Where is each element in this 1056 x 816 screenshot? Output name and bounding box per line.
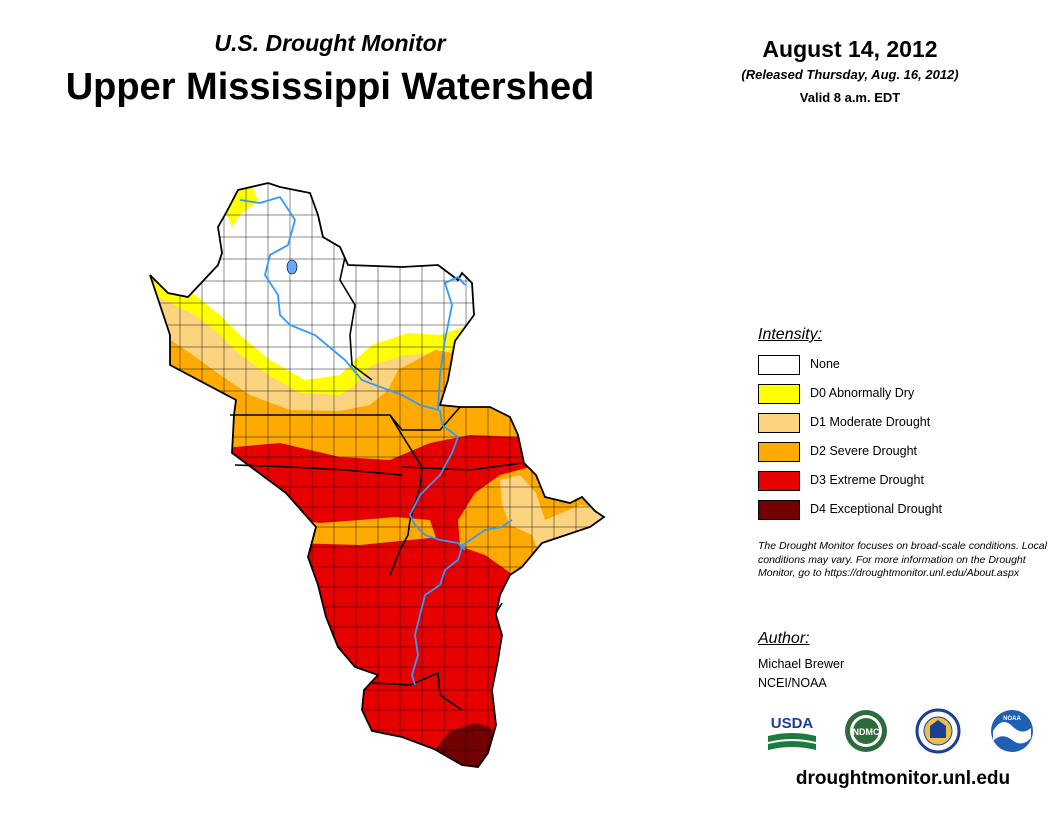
zone-d3-south xyxy=(150,537,600,767)
legend-swatch xyxy=(758,413,800,433)
river-middle xyxy=(408,409,466,551)
state-line-mn-wi xyxy=(339,256,373,381)
legend-swatch xyxy=(758,471,800,491)
state-line-mo-ar xyxy=(371,671,463,711)
website-url[interactable]: droughtmonitor.unl.edu xyxy=(795,768,1011,789)
drought-map xyxy=(149,182,605,768)
author-org: NCEI/NOAA xyxy=(758,676,827,690)
lake-mille-lacs xyxy=(286,259,298,275)
legend-label: D0 Abnormally Dry xyxy=(810,386,915,400)
author-name: Michael Brewer xyxy=(758,657,845,671)
map-subtitle: U.S. Drought Monitor xyxy=(214,30,446,56)
legend-swatch xyxy=(758,442,800,462)
release-date: (Released Thursday, Aug. 16, 2012) xyxy=(741,67,959,82)
noaa-logo: NOAA xyxy=(991,710,1033,752)
usda-logo-text: USDA xyxy=(771,715,814,732)
valid-time: Valid 8 a.m. EDT xyxy=(799,90,901,105)
zone-d0-north xyxy=(226,185,258,227)
state-boundaries xyxy=(230,256,523,711)
usda-logo: USDA xyxy=(768,715,816,750)
mississippi-river xyxy=(239,195,513,686)
legend-swatch xyxy=(758,355,800,375)
state-line-wi-il xyxy=(401,462,523,471)
drought-zones xyxy=(150,183,604,767)
map-title: Upper Mississippi Watershed xyxy=(65,66,595,108)
map-date: August 14, 2012 xyxy=(762,36,938,62)
legend-heading: Intensity: xyxy=(758,326,823,343)
legend-label: D2 Severe Drought xyxy=(810,444,918,458)
legend-swatch xyxy=(758,384,800,404)
commerce-seal-logo xyxy=(915,708,961,754)
state-line-mn-ia xyxy=(230,406,461,431)
legend-label: D1 Moderate Drought xyxy=(810,415,931,429)
legend-label: None xyxy=(810,357,840,371)
river-illinois xyxy=(459,519,513,548)
legend-label: D4 Exceptional Drought xyxy=(810,502,943,516)
ndmc-logo: NDMC xyxy=(845,710,887,752)
noaa-logo-text: NOAA xyxy=(1003,716,1021,722)
legend-label: D3 Extreme Drought xyxy=(810,473,924,487)
legend-swatch xyxy=(758,500,800,520)
ndmc-logo-text: NDMC xyxy=(853,727,880,737)
disclaimer-note: The Drought Monitor focuses on broad-sca… xyxy=(758,540,1047,579)
state-line-ia-mo xyxy=(234,464,403,476)
river-lower xyxy=(411,546,463,686)
author-heading: Author: xyxy=(758,630,810,647)
river-upper xyxy=(239,195,466,412)
